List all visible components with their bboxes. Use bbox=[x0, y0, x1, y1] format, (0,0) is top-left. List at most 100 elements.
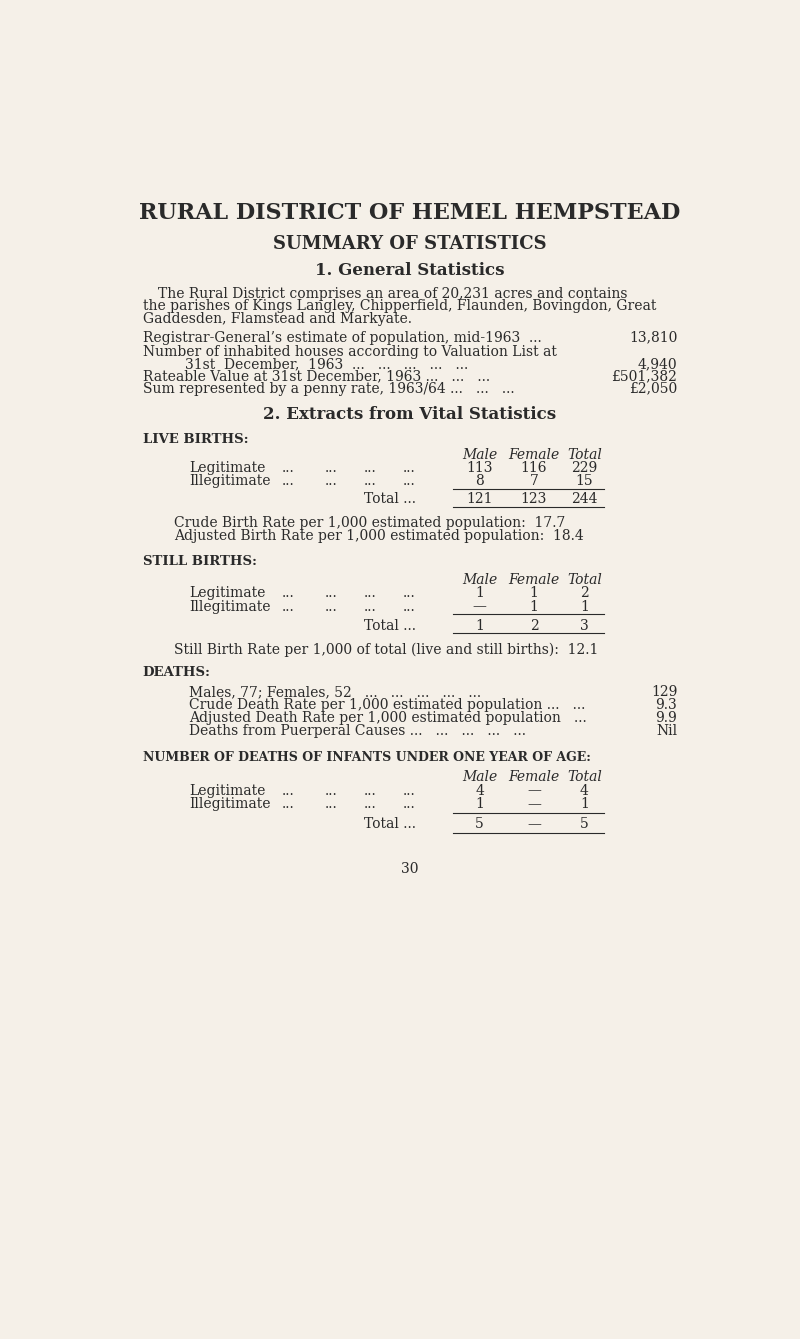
Text: ...: ... bbox=[282, 783, 295, 798]
Text: —: — bbox=[527, 798, 541, 811]
Text: £2,050: £2,050 bbox=[629, 382, 678, 395]
Text: ...: ... bbox=[363, 600, 376, 613]
Text: ...: ... bbox=[402, 474, 415, 487]
Text: 4: 4 bbox=[580, 783, 589, 798]
Text: Total ...: Total ... bbox=[363, 493, 415, 506]
Text: 4,940: 4,940 bbox=[638, 358, 678, 371]
Text: 123: 123 bbox=[521, 493, 547, 506]
Text: Total: Total bbox=[567, 447, 602, 462]
Text: Nil: Nil bbox=[656, 724, 678, 738]
Text: Adjusted Death Rate per 1,000 estimated population   ...: Adjusted Death Rate per 1,000 estimated … bbox=[189, 711, 587, 726]
Text: 1: 1 bbox=[475, 586, 484, 600]
Text: ...: ... bbox=[363, 474, 376, 487]
Text: Still Birth Rate per 1,000 of total (live and still births):  12.1: Still Birth Rate per 1,000 of total (liv… bbox=[174, 643, 598, 657]
Text: Crude Birth Rate per 1,000 estimated population:  17.7: Crude Birth Rate per 1,000 estimated pop… bbox=[174, 516, 565, 530]
Text: ...: ... bbox=[363, 798, 376, 811]
Text: 1: 1 bbox=[530, 600, 538, 613]
Text: 2. Extracts from Vital Statistics: 2. Extracts from Vital Statistics bbox=[263, 406, 557, 423]
Text: ...: ... bbox=[282, 461, 295, 475]
Text: RURAL DISTRICT OF HEMEL HEMPSTEAD: RURAL DISTRICT OF HEMEL HEMPSTEAD bbox=[139, 202, 681, 224]
Text: ...: ... bbox=[325, 783, 338, 798]
Text: Male: Male bbox=[462, 770, 498, 783]
Text: Rateable Value at 31st December, 1963 ...   ...   ...: Rateable Value at 31st December, 1963 ..… bbox=[142, 370, 490, 383]
Text: 9.9: 9.9 bbox=[656, 711, 678, 726]
Text: the parishes of Kings Langley, Chipperfield, Flaunden, Bovingdon, Great: the parishes of Kings Langley, Chipperfi… bbox=[142, 299, 656, 313]
Text: 1: 1 bbox=[475, 798, 484, 811]
Text: Gaddesden, Flamstead and Markyate.: Gaddesden, Flamstead and Markyate. bbox=[142, 312, 412, 325]
Text: Deaths from Puerperal Causes ...   ...   ...   ...   ...: Deaths from Puerperal Causes ... ... ...… bbox=[189, 724, 526, 738]
Text: 2: 2 bbox=[530, 619, 538, 633]
Text: —: — bbox=[527, 783, 541, 798]
Text: ...: ... bbox=[325, 798, 338, 811]
Text: ...: ... bbox=[402, 798, 415, 811]
Text: LIVE BIRTHS:: LIVE BIRTHS: bbox=[142, 432, 248, 446]
Text: 3: 3 bbox=[580, 619, 589, 633]
Text: —: — bbox=[473, 600, 486, 613]
Text: SUMMARY OF STATISTICS: SUMMARY OF STATISTICS bbox=[273, 234, 547, 253]
Text: Illegitimate: Illegitimate bbox=[189, 798, 270, 811]
Text: ...: ... bbox=[325, 586, 338, 600]
Text: ...: ... bbox=[282, 474, 295, 487]
Text: The Rural District comprises an area of 20,231 acres and contains: The Rural District comprises an area of … bbox=[158, 287, 628, 301]
Text: Legitimate: Legitimate bbox=[189, 783, 266, 798]
Text: ...: ... bbox=[282, 798, 295, 811]
Text: Legitimate: Legitimate bbox=[189, 461, 266, 475]
Text: ...: ... bbox=[363, 586, 376, 600]
Text: 1: 1 bbox=[580, 600, 589, 613]
Text: 116: 116 bbox=[521, 461, 547, 475]
Text: 5: 5 bbox=[580, 817, 589, 832]
Text: Female: Female bbox=[508, 770, 560, 783]
Text: Male: Male bbox=[462, 573, 498, 588]
Text: 30: 30 bbox=[402, 862, 418, 876]
Text: 113: 113 bbox=[466, 461, 493, 475]
Text: 13,810: 13,810 bbox=[629, 331, 678, 344]
Text: ...: ... bbox=[402, 586, 415, 600]
Text: Sum represented by a penny rate, 1963/64 ...   ...   ...: Sum represented by a penny rate, 1963/64… bbox=[142, 382, 514, 395]
Text: ...: ... bbox=[363, 783, 376, 798]
Text: 1. General Statistics: 1. General Statistics bbox=[315, 262, 505, 280]
Text: 1: 1 bbox=[530, 586, 538, 600]
Text: 31st  December,  1963  ...   ...   ...   ...   ...: 31st December, 1963 ... ... ... ... ... bbox=[186, 358, 469, 371]
Text: 129: 129 bbox=[651, 686, 678, 699]
Text: ...: ... bbox=[282, 600, 295, 613]
Text: 7: 7 bbox=[530, 474, 538, 487]
Text: Legitimate: Legitimate bbox=[189, 586, 266, 600]
Text: 9.3: 9.3 bbox=[656, 698, 678, 712]
Text: Registrar-General’s estimate of population, mid-1963  ...: Registrar-General’s estimate of populati… bbox=[142, 331, 542, 344]
Text: 1: 1 bbox=[580, 798, 589, 811]
Text: ...: ... bbox=[402, 783, 415, 798]
Text: Total: Total bbox=[567, 573, 602, 588]
Text: Crude Death Rate per 1,000 estimated population ...   ...: Crude Death Rate per 1,000 estimated pop… bbox=[189, 698, 586, 712]
Text: Illegitimate: Illegitimate bbox=[189, 600, 270, 613]
Text: Total ...: Total ... bbox=[363, 817, 415, 832]
Text: 8: 8 bbox=[475, 474, 484, 487]
Text: 4: 4 bbox=[475, 783, 484, 798]
Text: Number of inhabited houses according to Valuation List at: Number of inhabited houses according to … bbox=[142, 344, 557, 359]
Text: ...: ... bbox=[325, 600, 338, 613]
Text: ...: ... bbox=[325, 474, 338, 487]
Text: Adjusted Birth Rate per 1,000 estimated population:  18.4: Adjusted Birth Rate per 1,000 estimated … bbox=[174, 529, 583, 542]
Text: ...: ... bbox=[282, 586, 295, 600]
Text: 121: 121 bbox=[466, 493, 493, 506]
Text: 15: 15 bbox=[575, 474, 593, 487]
Text: Total: Total bbox=[567, 770, 602, 783]
Text: Female: Female bbox=[508, 447, 560, 462]
Text: DEATHS:: DEATHS: bbox=[142, 667, 210, 679]
Text: NUMBER OF DEATHS OF INFANTS UNDER ONE YEAR OF AGE:: NUMBER OF DEATHS OF INFANTS UNDER ONE YE… bbox=[142, 751, 590, 765]
Text: 1: 1 bbox=[475, 619, 484, 633]
Text: ...: ... bbox=[402, 600, 415, 613]
Text: ...: ... bbox=[402, 461, 415, 475]
Text: Female: Female bbox=[508, 573, 560, 588]
Text: £501,382: £501,382 bbox=[611, 370, 678, 383]
Text: Male: Male bbox=[462, 447, 498, 462]
Text: ...: ... bbox=[363, 461, 376, 475]
Text: 244: 244 bbox=[571, 493, 598, 506]
Text: Illegitimate: Illegitimate bbox=[189, 474, 270, 487]
Text: 5: 5 bbox=[475, 817, 484, 832]
Text: ...: ... bbox=[325, 461, 338, 475]
Text: Total ...: Total ... bbox=[363, 619, 415, 633]
Text: 2: 2 bbox=[580, 586, 589, 600]
Text: 229: 229 bbox=[571, 461, 598, 475]
Text: STILL BIRTHS:: STILL BIRTHS: bbox=[142, 554, 257, 568]
Text: —: — bbox=[527, 817, 541, 832]
